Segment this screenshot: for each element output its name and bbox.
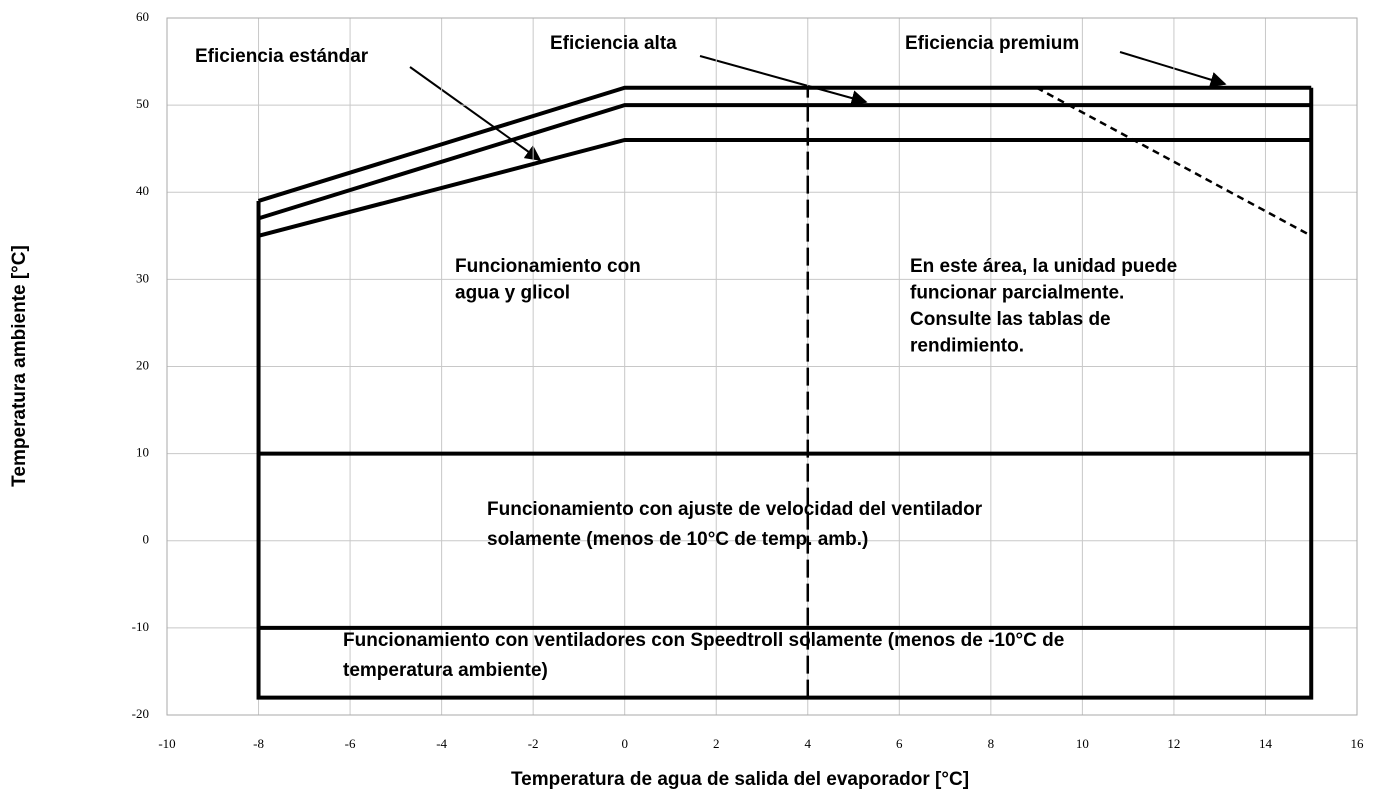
annotation: Funcionamiento con ajuste de velocidad d… bbox=[487, 499, 983, 520]
y-tick-label: -10 bbox=[132, 619, 149, 634]
annotation: agua y glicol bbox=[455, 283, 570, 304]
y-axis-label: Temperatura ambiente [°C] bbox=[9, 245, 30, 487]
annotation: Funcionamiento con ventiladores con Spee… bbox=[343, 630, 1064, 651]
annotation: temperatura ambiente) bbox=[343, 660, 548, 681]
annotation: Consulte las tablas de bbox=[910, 309, 1111, 330]
annotation: Funcionamiento con bbox=[455, 256, 641, 277]
series-label: Eficiencia alta bbox=[550, 33, 677, 54]
x-tick-label: 16 bbox=[1351, 736, 1365, 751]
series-label: Eficiencia premium bbox=[905, 33, 1079, 54]
x-tick-label: 0 bbox=[621, 736, 628, 751]
y-tick-label: 10 bbox=[136, 445, 149, 460]
y-tick-label: 50 bbox=[136, 96, 149, 111]
annotation: solamente (menos de 10°C de temp. amb.) bbox=[487, 529, 868, 550]
x-tick-label: -8 bbox=[253, 736, 264, 751]
y-tick-label: 30 bbox=[136, 270, 149, 285]
y-tick-label: 40 bbox=[136, 183, 149, 198]
x-tick-label: 6 bbox=[896, 736, 903, 751]
y-tick-label: -20 bbox=[132, 706, 149, 721]
x-tick-label: -6 bbox=[345, 736, 356, 751]
line bbox=[257, 103, 1312, 221]
x-tick-label: 12 bbox=[1167, 736, 1180, 751]
series-label: Eficiencia estándar bbox=[195, 46, 369, 67]
x-tick-label: 10 bbox=[1076, 736, 1089, 751]
arrow bbox=[699, 55, 868, 106]
annotation: rendimiento. bbox=[910, 336, 1024, 357]
line bbox=[258, 137, 1312, 238]
x-tick-label: -4 bbox=[436, 736, 447, 751]
x-tick-label: -2 bbox=[528, 736, 539, 751]
arrow bbox=[409, 66, 542, 161]
arrow bbox=[1119, 51, 1227, 88]
x-tick-label: 14 bbox=[1259, 736, 1273, 751]
annotation: funcionar parcialmente. bbox=[910, 283, 1124, 304]
line bbox=[257, 85, 1312, 203]
plot-border bbox=[166, 17, 1358, 716]
y-tick-label: 0 bbox=[143, 532, 150, 547]
line bbox=[256, 87, 1314, 700]
y-tick-label: 20 bbox=[136, 357, 149, 372]
x-tick-label: 8 bbox=[988, 736, 995, 751]
line bbox=[1036, 86, 1312, 237]
x-tick-label: 4 bbox=[805, 736, 812, 751]
x-axis-label: Temperatura de agua de salida del evapor… bbox=[511, 769, 969, 790]
y-tick-label: 60 bbox=[136, 9, 149, 24]
x-tick-label: 2 bbox=[713, 736, 720, 751]
x-tick-label: -10 bbox=[158, 736, 175, 751]
annotation: En este área, la unidad puede bbox=[910, 256, 1177, 277]
